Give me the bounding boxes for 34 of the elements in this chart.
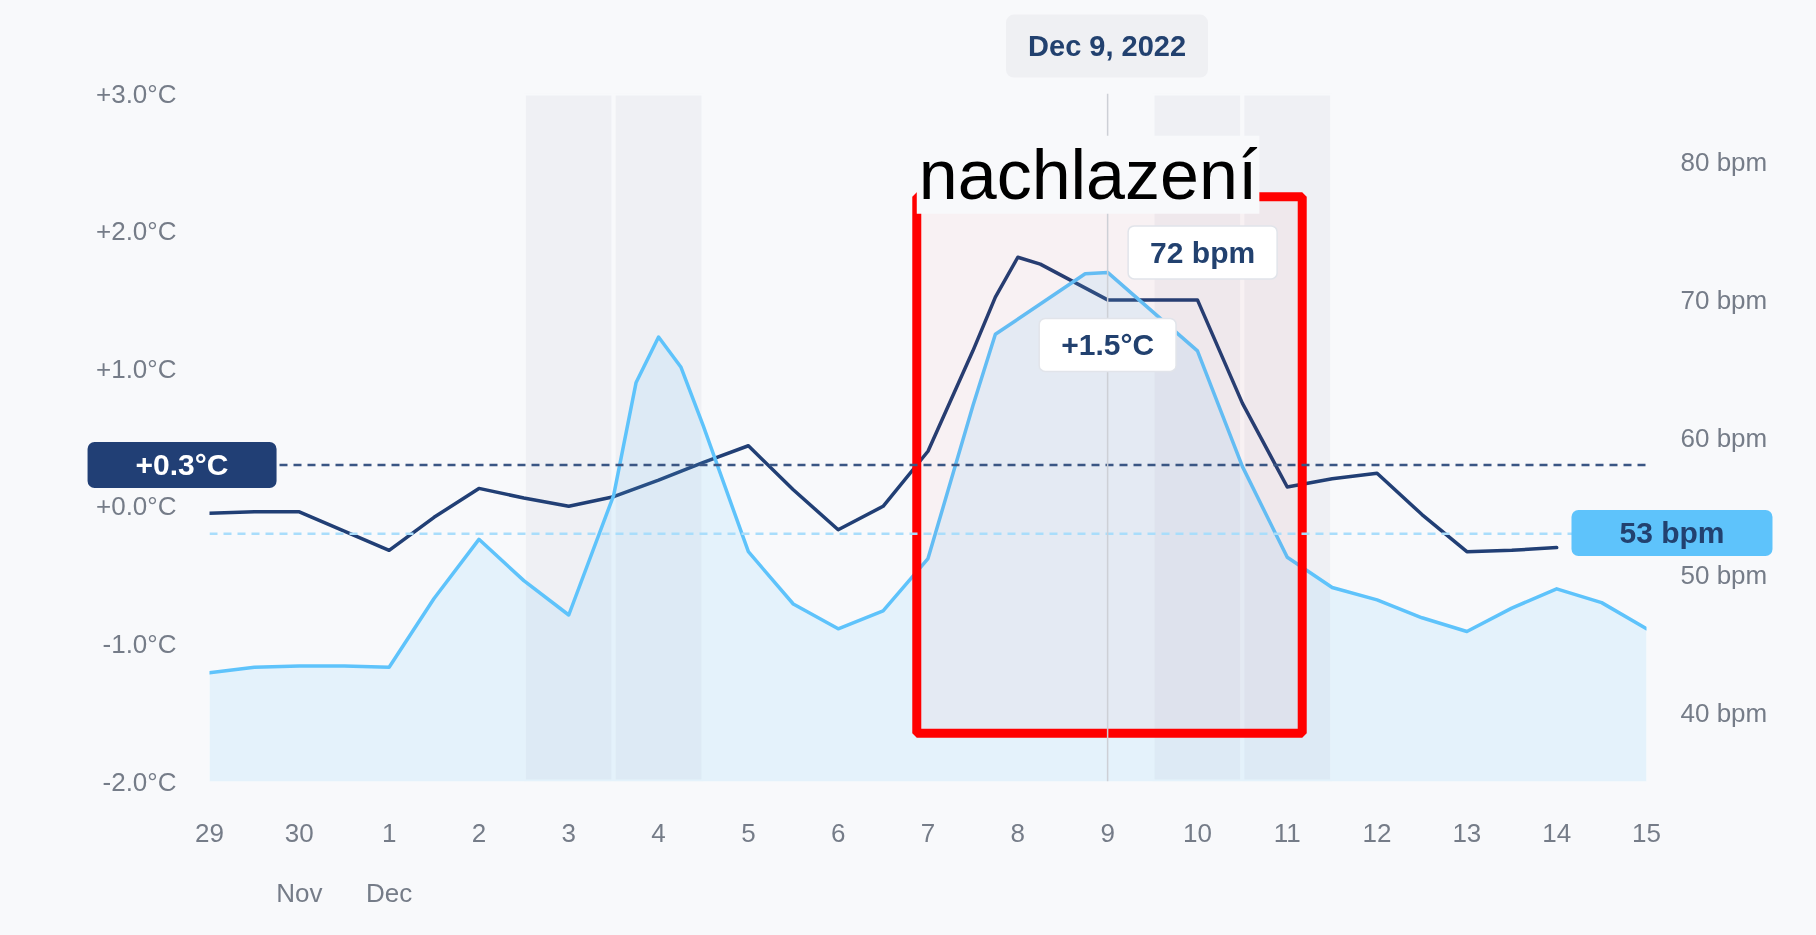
y2-tick-label: 50 bpm [1680,560,1768,591]
y2-tick-label: 70 bpm [1680,284,1768,315]
ref-line-label: Dec 9, 2022 [1006,14,1209,78]
y2-tick-label: 60 bpm [1680,422,1768,453]
y-tick-label: -2.0°C [102,766,177,797]
x-tick-label: 15 [1632,817,1661,848]
data-label: 72 bpm [1150,235,1256,269]
x-tick-label: 12 [1362,817,1392,848]
y2-tick-label: 80 bpm [1680,147,1768,178]
x-tick-label: 14 [1542,817,1572,848]
y-tick-label: +0.0°C [96,491,177,522]
x-tick-label: 13 [1452,817,1482,848]
x-tick-label: 10 [1182,817,1212,848]
x-tick-label: 2 [471,817,487,848]
x-tick-label: 6 [830,817,846,848]
x-tick-label: 30 Nov [276,817,323,908]
x-tick-label: 7 [920,817,936,848]
y2-tick-label: 40 bpm [1680,697,1768,728]
x-tick-label: 9 [1100,817,1115,848]
x-tick-label: 5 [741,817,756,848]
y-tick-label: -1.0°C [102,628,177,659]
y-tick-label: +1.0°C [96,353,177,384]
y-tick-label: +2.0°C [96,216,177,247]
x-tick-label: 1 Dec [366,817,413,908]
ref-line-label: 53 bpm [1571,510,1773,557]
x-tick-label: 29 [195,817,224,848]
x-tick-label: 4 [651,817,666,848]
data-label: +1.5°C [1061,328,1155,362]
x-tick-label: 8 [1010,817,1026,848]
x-tick-label: 3 [561,817,576,848]
y-tick-label: +3.0°C [96,78,177,109]
x-tick-label: 11 [1273,817,1301,848]
band-label: nachlazení [918,135,1258,214]
ref-line-label: +0.3°C [87,441,277,488]
